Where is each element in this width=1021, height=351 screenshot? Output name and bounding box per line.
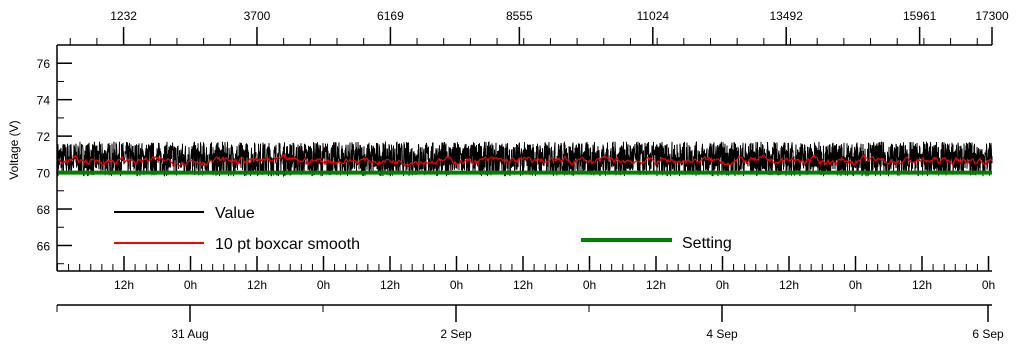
legend-label-setting: Setting xyxy=(682,235,732,252)
top-tick-label: 15961 xyxy=(903,9,937,23)
legend-label-smooth: 10 pt boxcar smooth xyxy=(215,236,360,253)
hour-tick-label: 12h xyxy=(114,278,134,292)
top-tick-label: 13492 xyxy=(770,9,804,23)
top-tick-label: 17300 xyxy=(975,9,1009,23)
hour-tick-label: 12h xyxy=(912,278,932,292)
y-tick-label: 74 xyxy=(37,94,51,108)
y-tick-label: 72 xyxy=(37,130,51,144)
date-tick-label: 31 Aug xyxy=(171,327,208,341)
top-axis-ticks: 1232 3700 6169 8555 11024 13492 15961 17300 xyxy=(69,9,1009,45)
hour-tick-label: 12h xyxy=(779,278,799,292)
series-smooth-line xyxy=(57,153,993,168)
y-axis-ticks: 66 68 70 72 74 76 xyxy=(37,57,72,265)
y-tick-label: 76 xyxy=(37,57,51,71)
legend: Value 10 pt boxcar smooth Setting xyxy=(114,205,732,253)
date-axis-ticks: 31 Aug 2 Sep 4 Sep 6 Sep xyxy=(56,305,1004,341)
hour-tick-label: 0h xyxy=(982,278,995,292)
top-tick-label: 8555 xyxy=(506,9,533,23)
hour-axis-ticks: 12h 0h 12h 0h 12h 0h 12h 0h 12h 0h 12h 0h 12h 0h xyxy=(57,256,995,292)
hour-tick-label: 12h xyxy=(380,278,400,292)
y-axis-title: Voltage (V) xyxy=(7,120,21,179)
y-tick-label: 70 xyxy=(37,167,51,181)
hour-tick-label: 0h xyxy=(317,278,330,292)
date-tick-label: 2 Sep xyxy=(440,327,472,341)
hour-tick-label: 0h xyxy=(184,278,197,292)
date-tick-label: 6 Sep xyxy=(972,327,1004,341)
top-tick-label: 11024 xyxy=(637,9,670,23)
hour-tick-label: 0h xyxy=(849,278,862,292)
y-tick-label: 68 xyxy=(37,203,51,217)
plot-area xyxy=(57,140,993,178)
top-tick-label: 3700 xyxy=(244,9,271,23)
top-tick-label: 6169 xyxy=(377,9,404,23)
y-tick-label: 66 xyxy=(37,239,51,253)
hour-tick-label: 0h xyxy=(716,278,729,292)
hour-tick-label: 0h xyxy=(450,278,463,292)
hour-tick-label: 12h xyxy=(513,278,533,292)
top-tick-label: 1232 xyxy=(110,9,137,23)
date-tick-label: 4 Sep xyxy=(706,327,738,341)
hour-tick-label: 12h xyxy=(247,278,267,292)
hour-tick-label: 0h xyxy=(583,278,596,292)
hour-tick-label: 12h xyxy=(646,278,666,292)
legend-label-value: Value xyxy=(215,205,255,222)
